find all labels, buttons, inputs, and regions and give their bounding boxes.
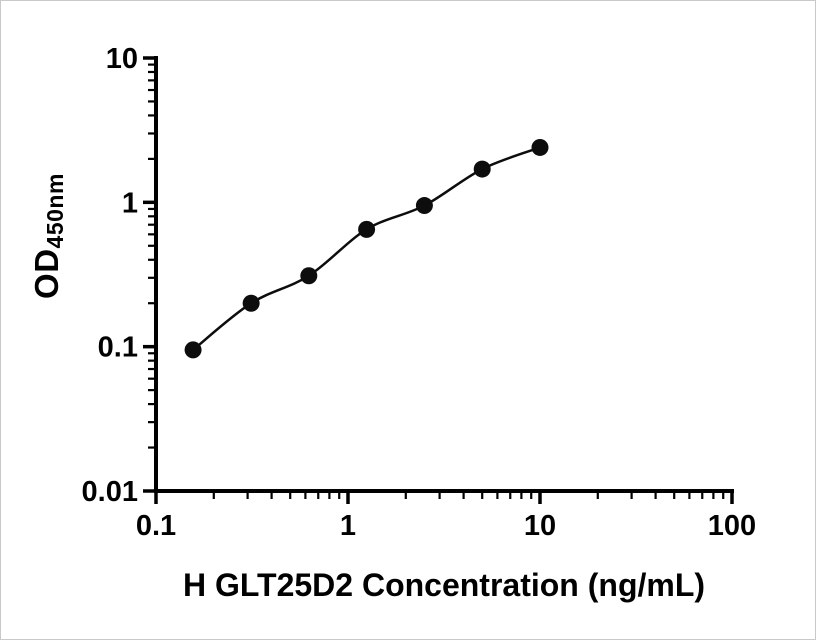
data-point bbox=[300, 267, 318, 285]
data-point bbox=[473, 160, 491, 178]
data-point bbox=[242, 294, 260, 312]
x-tick-label: 1 bbox=[340, 510, 356, 542]
y-tick-label: 1 bbox=[122, 187, 138, 219]
axes-lines bbox=[154, 56, 734, 493]
y-axis-title-main: OD bbox=[28, 248, 65, 299]
x-tick-label: 0.1 bbox=[136, 510, 176, 542]
y-axis-title: OD450nm bbox=[28, 173, 68, 299]
x-tick-label: 10 bbox=[524, 510, 556, 542]
data-point bbox=[415, 197, 433, 215]
y-axis-title-subscript: 450nm bbox=[42, 173, 68, 249]
data-point bbox=[184, 341, 202, 359]
data-point bbox=[531, 138, 549, 156]
y-tick-label: 0.01 bbox=[82, 476, 138, 508]
x-axis-title: H GLT25D2 Concentration (ng/mL) bbox=[182, 567, 706, 603]
data-point bbox=[358, 220, 376, 238]
fit-curve bbox=[192, 146, 541, 351]
y-tick-label: 0.1 bbox=[98, 332, 138, 364]
y-tick-label: 10 bbox=[106, 43, 138, 75]
x-tick-label: 100 bbox=[708, 510, 756, 542]
